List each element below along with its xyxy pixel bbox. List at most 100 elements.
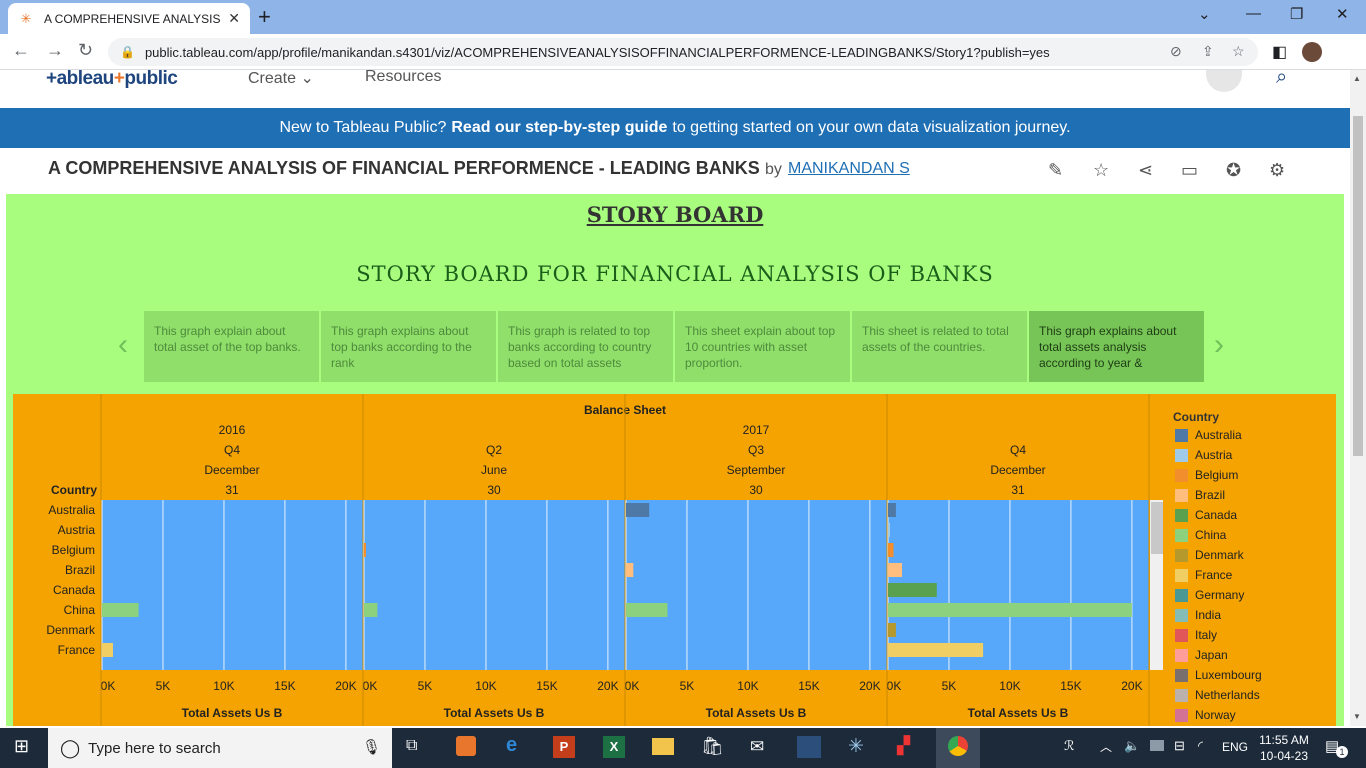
media-player-icon[interactable] bbox=[456, 736, 476, 756]
share-icon[interactable]: ⇪ bbox=[1202, 43, 1214, 59]
file-explorer-icon[interactable] bbox=[652, 738, 674, 755]
story-points: This graph explain about total asset of … bbox=[144, 311, 1206, 382]
bar bbox=[626, 563, 634, 577]
maximize-button[interactable]: ❐ bbox=[1290, 6, 1304, 23]
clock[interactable]: 11:55 AM 10-04-23 bbox=[1256, 732, 1312, 764]
legend-item[interactable]: Denmark bbox=[1175, 548, 1244, 562]
x-tick-label: 20K bbox=[1121, 679, 1142, 693]
legend-item[interactable]: India bbox=[1175, 608, 1221, 622]
legend-item[interactable]: Belgium bbox=[1175, 468, 1238, 482]
badge-icon[interactable]: ✪ bbox=[1226, 160, 1242, 180]
browser-tab[interactable]: ✳ A COMPREHENSIVE ANALYSIS OF ✕ bbox=[8, 3, 250, 34]
wifi-icon[interactable]: ◜ bbox=[1198, 738, 1204, 753]
network-icon[interactable]: ⊟ bbox=[1174, 738, 1185, 753]
banner-guide-link[interactable]: Read our step-by-step guide bbox=[451, 119, 668, 136]
viz-by: by bbox=[765, 161, 782, 178]
reload-icon[interactable]: ↻ bbox=[78, 40, 94, 60]
legend-swatch bbox=[1175, 528, 1188, 542]
close-window-button[interactable]: ✕ bbox=[1336, 6, 1349, 23]
user-avatar[interactable] bbox=[1206, 70, 1242, 92]
comment-icon[interactable]: ▭ bbox=[1181, 160, 1199, 180]
bar bbox=[102, 643, 113, 657]
favorite-star-icon[interactable]: ☆ bbox=[1093, 160, 1110, 180]
people-icon[interactable]: ℛ bbox=[1064, 738, 1075, 753]
legend-item[interactable]: Luxembourg bbox=[1175, 668, 1262, 682]
story-prev-chevron-icon[interactable]: ‹ bbox=[118, 328, 128, 361]
story-point-3[interactable]: This graph is related to top banks accor… bbox=[498, 311, 673, 382]
language-indicator[interactable]: ENG bbox=[1222, 740, 1249, 754]
info-banner: New to Tableau Public? Read our step-by-… bbox=[0, 108, 1350, 148]
share-icon[interactable]: ⋖ bbox=[1138, 160, 1154, 180]
bar bbox=[888, 623, 896, 637]
legend-swatch bbox=[1175, 428, 1188, 442]
taskbar-search-box[interactable]: ◯ Type here to search 🎙 bbox=[48, 728, 392, 768]
legend-item[interactable]: Japan bbox=[1175, 648, 1228, 662]
scroll-thumb[interactable] bbox=[1353, 116, 1363, 456]
legend-item[interactable]: Brazil bbox=[1175, 488, 1225, 502]
legend-item[interactable]: Germany bbox=[1175, 588, 1244, 602]
minimize-button[interactable]: — bbox=[1246, 5, 1261, 22]
search-icon[interactable]: ⌕ bbox=[1276, 70, 1288, 88]
legend-label: Canada bbox=[1195, 508, 1238, 522]
powerpoint-icon[interactable]: P bbox=[553, 736, 575, 758]
story-point-1[interactable]: This graph explain about total asset of … bbox=[144, 311, 319, 382]
story-point-5[interactable]: This sheet is related to total assets of… bbox=[852, 311, 1027, 382]
bar bbox=[888, 583, 937, 597]
tableau-public-logo[interactable]: +ableau+public bbox=[46, 70, 178, 89]
page-scrollbar[interactable]: ▲ ▼ bbox=[1350, 70, 1366, 726]
microphone-icon[interactable]: 🎙 bbox=[362, 739, 382, 756]
month-header: December bbox=[204, 463, 259, 477]
bookmark-star-icon[interactable]: ☆ bbox=[1232, 43, 1245, 59]
scroll-up-arrow-icon[interactable]: ▲ bbox=[1353, 74, 1361, 83]
chrome-taskbar-button[interactable] bbox=[936, 728, 980, 768]
profile-avatar[interactable] bbox=[1302, 42, 1322, 62]
edit-viz-icon[interactable]: ✎ bbox=[1048, 160, 1064, 180]
eye-slash-icon[interactable]: ⊘ bbox=[1170, 43, 1182, 59]
bar bbox=[364, 603, 378, 617]
scroll-down-arrow-icon[interactable]: ▼ bbox=[1353, 712, 1361, 721]
mail-icon[interactable]: ✉ bbox=[750, 737, 765, 756]
legend-swatch bbox=[1175, 628, 1188, 642]
forward-arrow-icon[interactable]: → bbox=[46, 40, 64, 60]
bar bbox=[102, 603, 139, 617]
legend-item[interactable]: Canada bbox=[1175, 508, 1237, 522]
nav-resources[interactable]: Resources bbox=[365, 70, 442, 85]
task-view-icon[interactable]: ⧉ bbox=[406, 737, 418, 754]
excel-icon[interactable]: X bbox=[603, 736, 625, 758]
legend-item[interactable]: Austria bbox=[1175, 448, 1232, 462]
new-tab-button[interactable]: + bbox=[258, 4, 271, 29]
close-tab-icon[interactable]: ✕ bbox=[228, 10, 240, 26]
speaker-icon[interactable]: 🔈 bbox=[1124, 738, 1141, 753]
paint-app-icon[interactable]: ▞ bbox=[897, 736, 911, 755]
notification-icon[interactable]: ▤ bbox=[1325, 738, 1340, 755]
store-bag-icon[interactable]: 🛍 bbox=[701, 736, 724, 756]
back-arrow-icon[interactable]: ← bbox=[12, 40, 30, 60]
story-point-4[interactable]: This sheet explain about top 10 countrie… bbox=[675, 311, 850, 382]
legend-label: Germany bbox=[1195, 588, 1245, 602]
legend-item[interactable]: Italy bbox=[1175, 628, 1217, 642]
tab-search-chevron-icon[interactable]: ⌄ bbox=[1198, 6, 1211, 23]
viz-author-link[interactable]: MANIKANDAN S bbox=[788, 160, 910, 177]
legend-item[interactable]: Norway bbox=[1175, 708, 1236, 722]
bar bbox=[888, 563, 903, 577]
nav-create[interactable]: Create ⌄ bbox=[248, 70, 314, 87]
story-point-2[interactable]: This graph explains about top banks acco… bbox=[321, 311, 496, 382]
story-next-chevron-icon[interactable]: › bbox=[1214, 328, 1224, 361]
tray-chevron-up-icon[interactable]: ︿ bbox=[1100, 740, 1113, 754]
quarter-header: Q2 bbox=[486, 443, 502, 457]
legend-item[interactable]: China bbox=[1175, 528, 1226, 542]
row-label: France bbox=[58, 643, 96, 657]
url-bar[interactable]: 🔒 public.tableau.com/app/profile/manikan… bbox=[108, 38, 1258, 66]
legend-item[interactable]: Australia bbox=[1175, 428, 1242, 442]
windows-start-icon[interactable]: ⊞ bbox=[14, 736, 30, 756]
legend-item[interactable]: France bbox=[1175, 568, 1232, 582]
story-point-6[interactable]: This graph explains about total assets a… bbox=[1029, 311, 1204, 382]
tableau-app-icon[interactable]: ✳ bbox=[848, 736, 864, 757]
legend-swatch bbox=[1175, 588, 1188, 602]
battery-icon[interactable] bbox=[1150, 740, 1164, 751]
settings-gear-icon[interactable]: ⚙ bbox=[1269, 160, 1286, 180]
edge-browser-icon[interactable]: e bbox=[506, 734, 518, 756]
side-panel-icon[interactable]: ◧ bbox=[1272, 44, 1288, 61]
sql-tool-icon[interactable] bbox=[797, 736, 821, 758]
legend-item[interactable]: Netherlands bbox=[1175, 688, 1260, 702]
